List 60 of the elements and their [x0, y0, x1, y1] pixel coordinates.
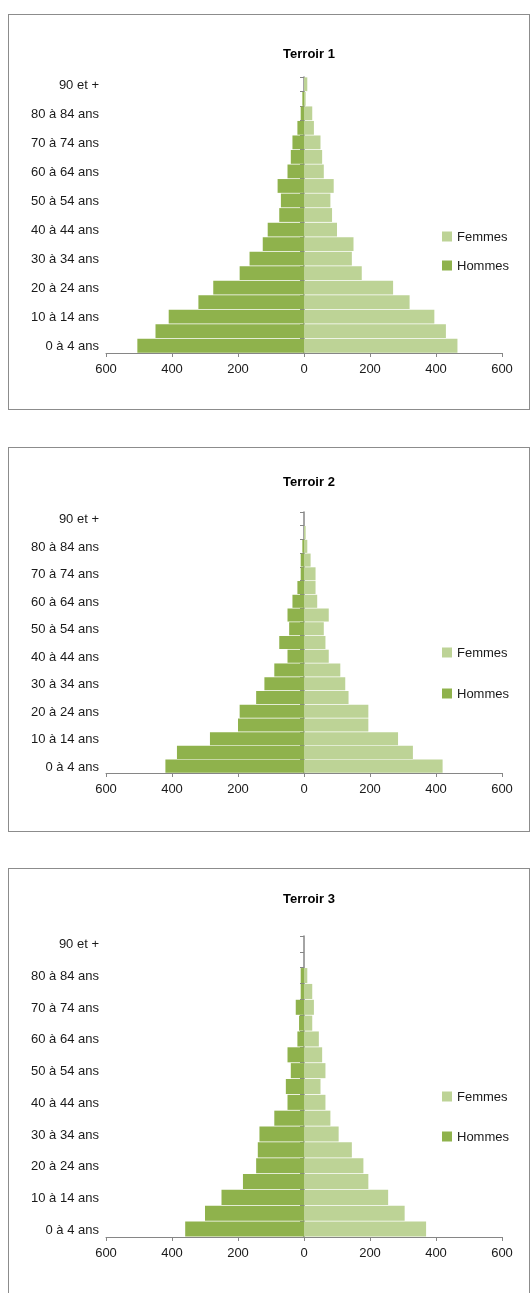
legend-label: Hommes: [457, 1129, 510, 1144]
x-tick-label: 200: [227, 361, 249, 376]
y-tick-label: 50 à 54 ans: [31, 1063, 100, 1079]
chart-title: Terroir 2: [283, 474, 335, 489]
y-tick-label: 40 à 44 ans: [31, 222, 100, 238]
chart-title: Terroir 3: [283, 891, 335, 906]
y-tick-label: 30 à 34 ans: [31, 1126, 100, 1142]
x-tick-label: 600: [95, 361, 117, 376]
x-tick-label: 200: [359, 361, 381, 376]
y-tick-label: 60 à 64 ans: [31, 593, 100, 609]
x-tick-label: 600: [95, 1245, 117, 1260]
x-tick-label: 400: [425, 361, 447, 376]
x-tick-label: 400: [161, 781, 183, 796]
y-tick-label: 20 à 24 ans: [31, 1158, 100, 1174]
y-tick-label: 50 à 54 ans: [31, 192, 100, 208]
y-tick-label: 90 et +: [58, 936, 99, 952]
y-tick-label: 20 à 24 ans: [31, 280, 100, 296]
x-tick-label: 600: [491, 361, 513, 376]
y-tick-label: 50 à 54 ans: [31, 621, 100, 637]
x-tick-label: 0: [300, 1245, 308, 1260]
y-tick-label: 90 et +: [58, 76, 99, 92]
x-tick-label: 200: [227, 781, 249, 796]
y-tick-label: 10 à 14 ans: [31, 731, 100, 747]
y-tick-label: 20 à 24 ans: [31, 703, 100, 719]
x-tick-label: 400: [161, 361, 183, 376]
x-tick-label: 400: [425, 1245, 447, 1260]
legend-label: Femmes: [457, 229, 509, 244]
chart-title: Terroir 1: [283, 46, 335, 61]
x-tick-label: 600: [491, 781, 513, 796]
x-tick-label: 0: [300, 361, 308, 376]
y-tick-label: 0 à 4 ans: [45, 758, 100, 774]
y-tick-label: 70 à 74 ans: [31, 999, 100, 1015]
y-tick-label: 0 à 4 ans: [45, 338, 100, 354]
legend-label: Femmes: [457, 1089, 509, 1104]
y-tick-label: 60 à 64 ans: [31, 1031, 100, 1047]
y-tick-label: 70 à 74 ans: [31, 134, 100, 150]
y-tick-label: 60 à 64 ans: [31, 163, 100, 179]
x-tick-label: 600: [95, 781, 117, 796]
y-tick-label: 70 à 74 ans: [31, 566, 100, 582]
x-tick-label: 200: [359, 1245, 381, 1260]
y-tick-label: 80 à 84 ans: [31, 968, 100, 984]
legend-label: Hommes: [457, 258, 510, 273]
y-tick-label: 0 à 4 ans: [45, 1221, 100, 1237]
x-tick-label: 200: [359, 781, 381, 796]
y-tick-label: 80 à 84 ans: [31, 538, 100, 554]
y-tick-label: 90 et +: [58, 511, 99, 527]
x-tick-label: 400: [161, 1245, 183, 1260]
y-tick-label: 10 à 14 ans: [31, 1189, 100, 1205]
legend-label: Hommes: [457, 686, 510, 701]
x-tick-label: 400: [425, 781, 447, 796]
y-tick-label: 30 à 34 ans: [31, 251, 100, 267]
x-tick-label: 0: [300, 781, 308, 796]
legend-label: Femmes: [457, 645, 509, 660]
y-tick-label: 40 à 44 ans: [31, 648, 100, 664]
x-tick-label: 600: [491, 1245, 513, 1260]
x-tick-label: 200: [227, 1245, 249, 1260]
y-tick-label: 30 à 34 ans: [31, 676, 100, 692]
y-tick-label: 80 à 84 ans: [31, 105, 100, 121]
y-tick-label: 10 à 14 ans: [31, 309, 100, 325]
y-tick-label: 40 à 44 ans: [31, 1094, 100, 1110]
